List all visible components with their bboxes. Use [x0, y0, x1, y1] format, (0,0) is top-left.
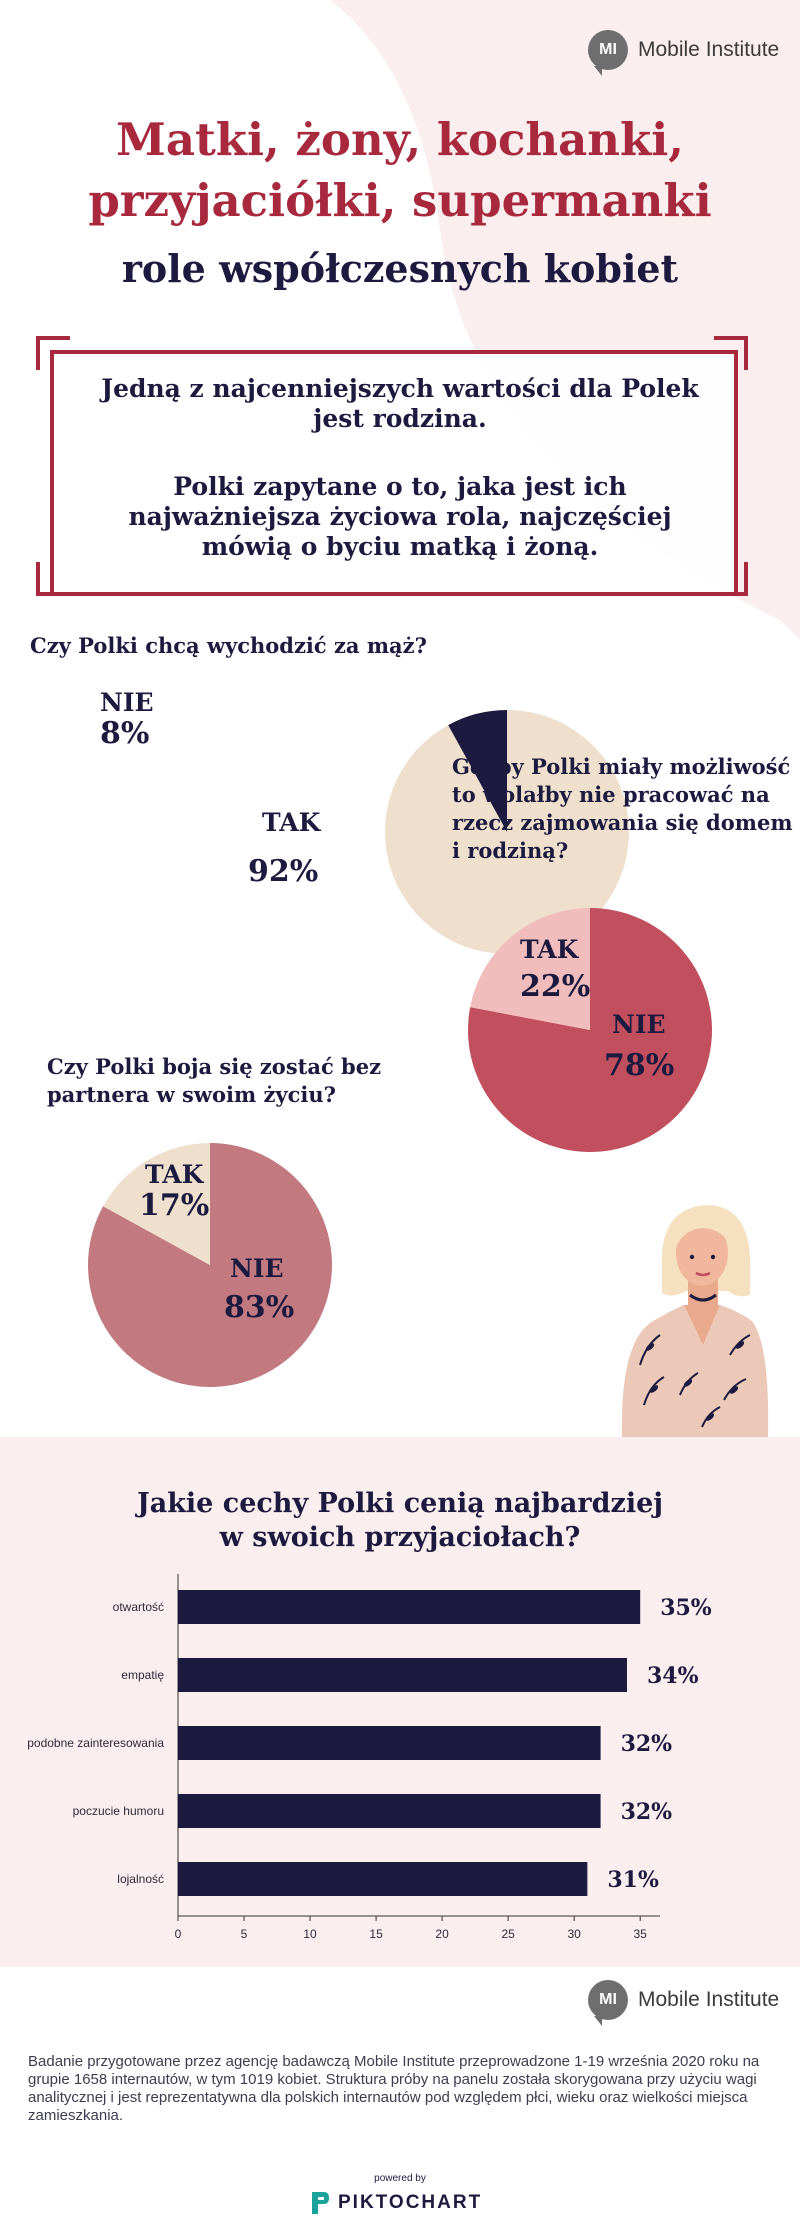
frame-corner	[36, 336, 70, 370]
header-logo: MI Mobile Institute	[588, 30, 780, 76]
pie-chart-partner	[87, 1143, 332, 1387]
pie3-label-tak: TAK 17%	[139, 1160, 210, 1223]
x-tick-label: 35	[634, 1927, 648, 1941]
x-tick-label: 0	[175, 1927, 182, 1941]
page-title-line1: Matki, żony, kochanki,	[116, 113, 684, 166]
frame-corner	[714, 336, 748, 370]
piktochart-logo-icon	[312, 2192, 329, 2214]
woman-illustration	[621, 1205, 769, 1437]
pie3-question: Czy Polki boja się zostać bez partnera w…	[47, 1054, 382, 1107]
pie1-label-tak: TAK 92%	[248, 808, 321, 889]
bar-chart-friend-traits: otwartość 35% empatię 34% podobne zaintereso…	[27, 1574, 712, 1941]
bar	[178, 1726, 601, 1760]
value-label: 34%	[647, 1663, 699, 1689]
x-tick-label: 15	[369, 1927, 383, 1941]
pie3-label-nie: NIE 83%	[224, 1254, 295, 1325]
logo-text: Mobile Institute	[638, 1988, 780, 2011]
pie-slice-nie	[87, 1143, 332, 1387]
pie-chart-marriage	[385, 710, 629, 954]
value-label: 35%	[660, 1595, 712, 1621]
category-label: empatię	[121, 1668, 164, 1682]
value-label: 31%	[607, 1867, 659, 1893]
intro-line: najważniejsza życiowa rola, najczęściej	[128, 502, 672, 531]
piktochart-brand: PIKTOCHART	[310, 2190, 482, 2216]
category-label: otwartość	[113, 1600, 164, 1614]
category-label: lojalność	[117, 1872, 164, 1886]
bar	[178, 1862, 588, 1896]
frame-corner	[36, 562, 70, 596]
intro-line: mówią o byciu matką i żoną.	[201, 532, 599, 561]
bar	[178, 1658, 627, 1692]
pie2-label-tak: TAK 22%	[520, 935, 591, 1004]
mobile-institute-logo-icon: MI	[588, 1980, 628, 2026]
x-tick-label: 30	[567, 1927, 581, 1941]
logo-text: Mobile Institute	[638, 38, 780, 61]
pie1-label-nie: NIE 8%	[100, 688, 154, 751]
pie1-question: Czy Polki chcą wychodzić za mąż?	[30, 633, 427, 658]
pie2-label-nie: NIE 78%	[604, 1010, 675, 1083]
pie-slice-tak	[103, 1143, 210, 1265]
pie-slice-nie	[448, 710, 507, 832]
intro-line: Jedną z najcenniejszych wartości dla Pol…	[101, 374, 699, 403]
x-tick-label: 5	[241, 1927, 248, 1941]
page-title-line2: przyjaciółki, supermanki	[88, 174, 712, 227]
pie2-question: Gdyby Polki miały możliwość to wolałby n…	[452, 754, 793, 863]
methodology-note: Badanie przygotowane przez agencję badaw…	[28, 2053, 760, 2124]
category-label: poczucie humoru	[73, 1804, 164, 1818]
x-tick-label: 25	[501, 1927, 515, 1941]
category-label: podobne zainteresowania	[27, 1736, 164, 1750]
powered-by-label: powered by	[374, 2173, 426, 2184]
mobile-institute-logo-icon: MI	[588, 30, 628, 76]
bar-chart-title: Jakie cechy Polki cenią najbardziej w sw…	[136, 1488, 664, 1553]
footer-logo: MI Mobile Institute	[588, 1980, 780, 2026]
bar	[178, 1590, 641, 1624]
pie-chart-work	[468, 908, 712, 1152]
x-tick-label: 20	[435, 1927, 449, 1941]
intro-frame	[50, 350, 738, 596]
intro-line: Polki zapytane o to, jaka jest ich	[173, 472, 627, 501]
page-subtitle: role współczesnych kobiet	[121, 246, 679, 291]
x-tick-label: 10	[303, 1927, 317, 1941]
frame-corner	[714, 562, 748, 596]
value-label: 32%	[621, 1799, 673, 1825]
value-label: 32%	[621, 1731, 673, 1757]
bar	[178, 1794, 601, 1828]
intro-line: jest rodzina.	[313, 404, 487, 433]
pie-slice-tak	[470, 908, 590, 1030]
